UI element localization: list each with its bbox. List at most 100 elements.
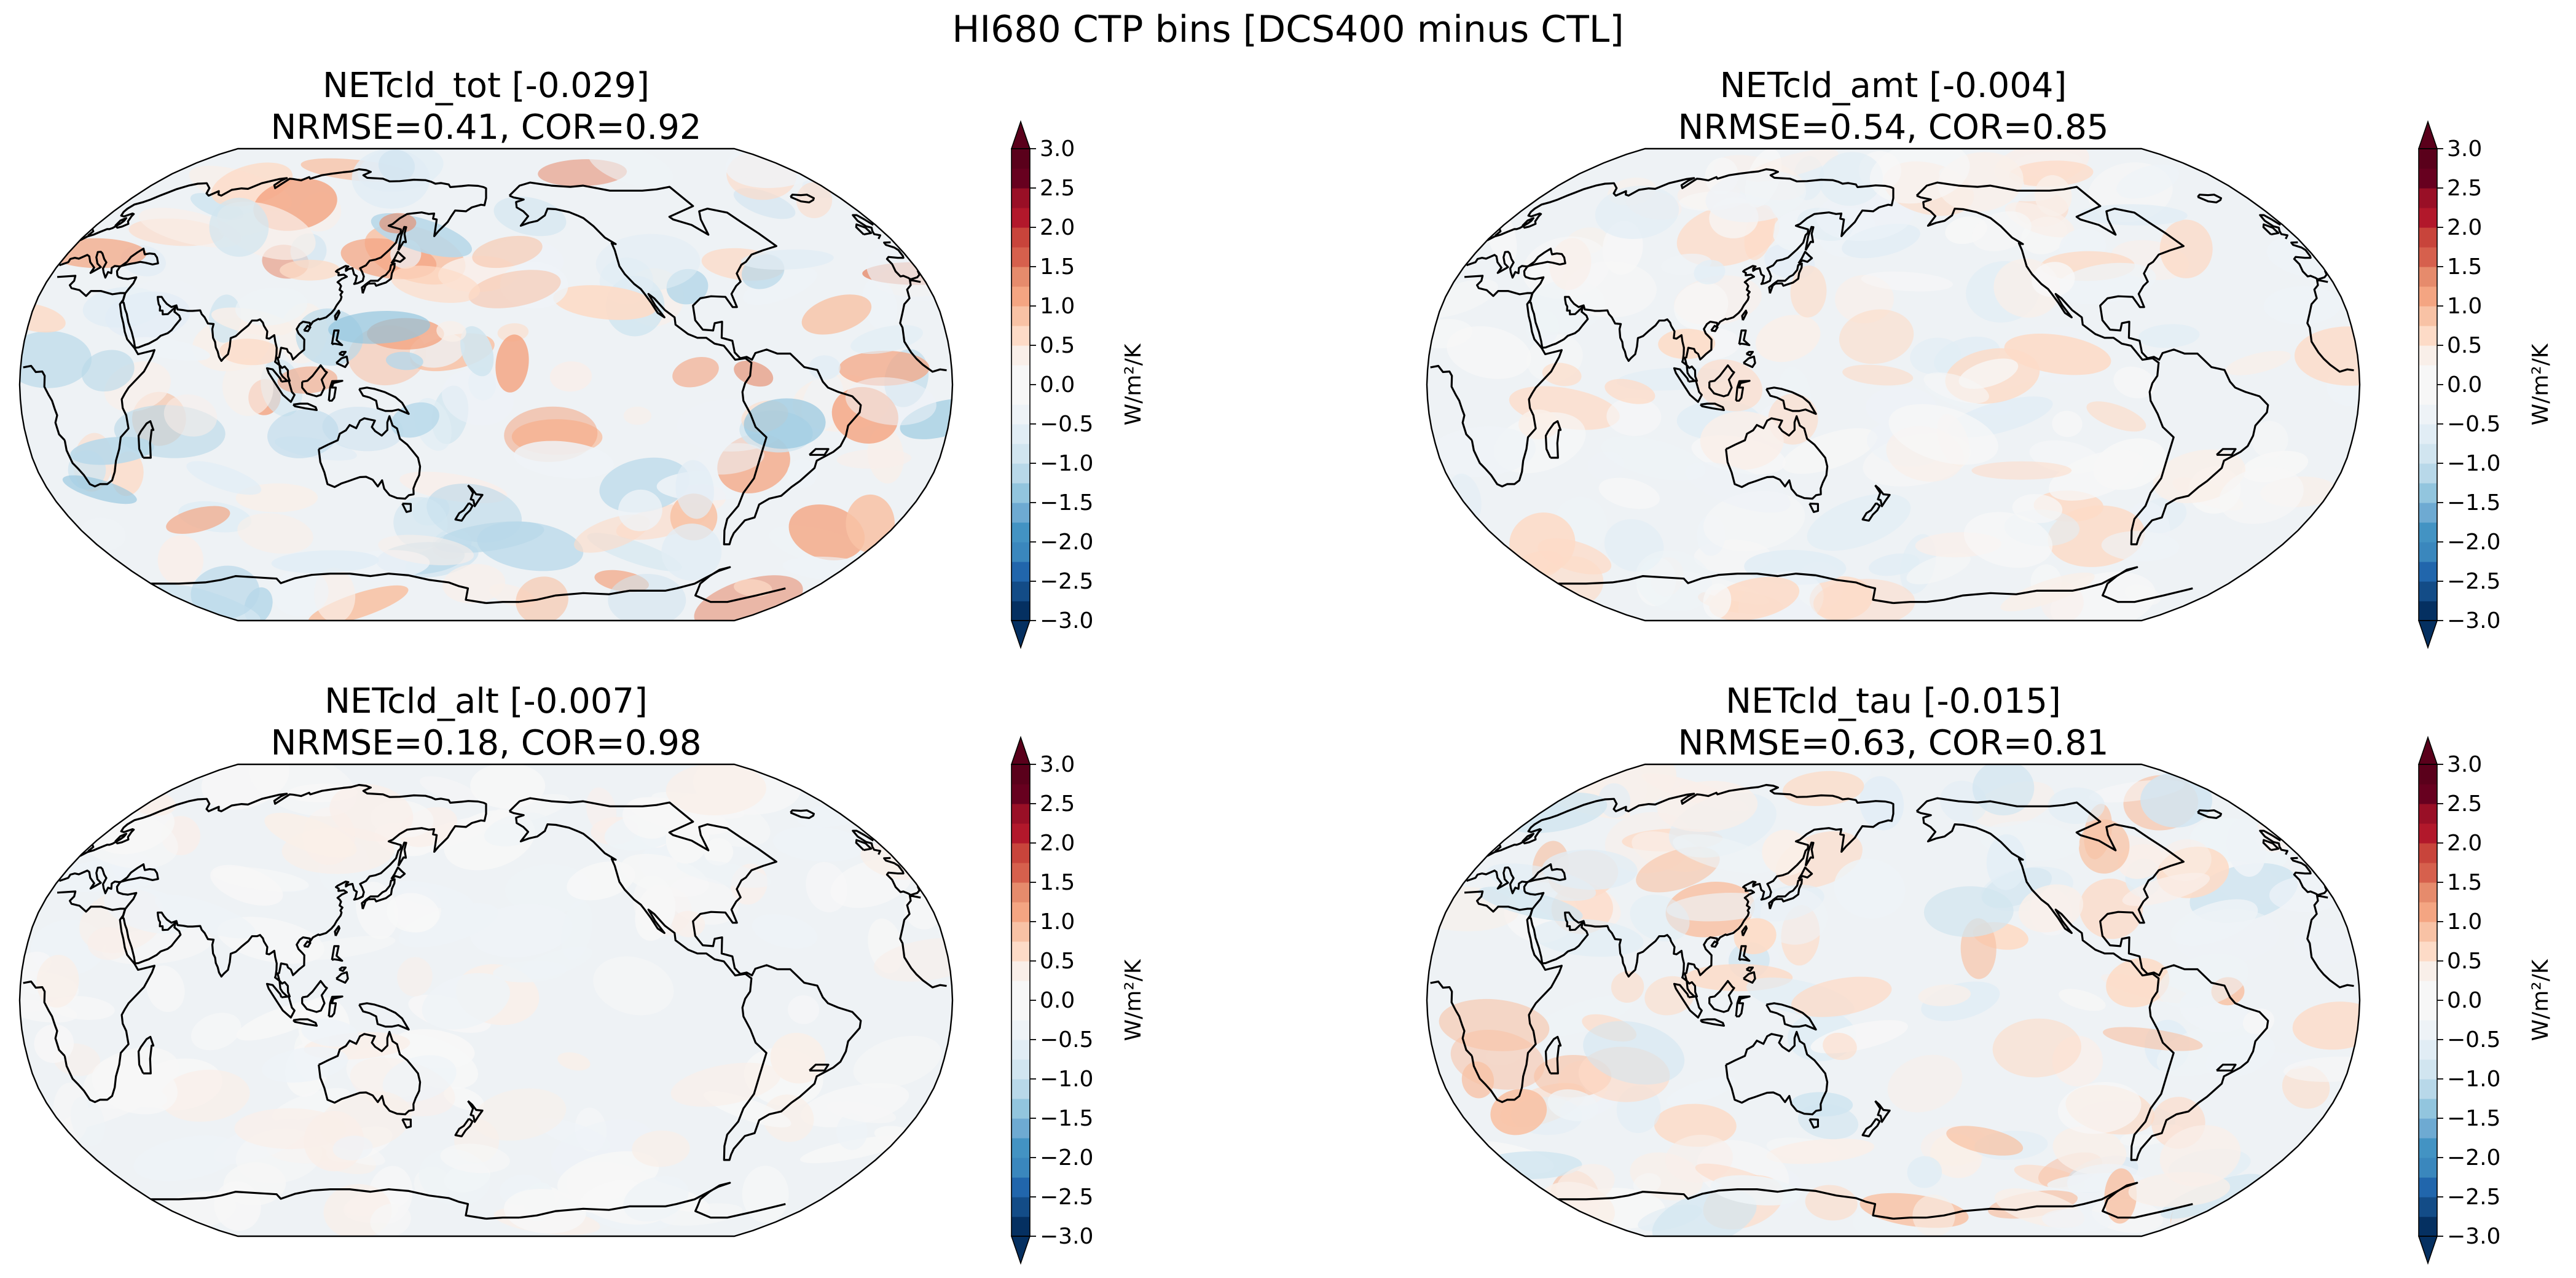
colorbar-tick-label: 0.5 [1040,949,1075,974]
colorbar-tick-label: 3.0 [2447,136,2482,162]
colorbar-segment [1011,601,1030,621]
colorbar-segment [1011,286,1030,307]
colorbar-segment [1011,863,1030,883]
colorbar-segment [1011,1000,1030,1021]
map-border [18,147,954,622]
colorbar-segment [1011,404,1030,425]
colorbar-segment [2419,188,2437,208]
colorbar-segment [2419,882,2437,903]
colorbar-segment [2419,1020,2437,1040]
colorbar-tick-label: −2.5 [2447,569,2500,594]
colorbar-tick-label: 0.0 [1040,988,1075,1013]
colorbar-segment [1011,902,1030,922]
panel-stats: NRMSE=0.54, COR=0.85 [1678,108,2109,147]
colorbar-segment [1011,463,1030,484]
colorbar-label: W/m²/K [2528,959,2553,1041]
colorbar-segment [1011,1079,1030,1099]
colorbar-segment [2419,208,2437,228]
colorbar-segment [2419,981,2437,1001]
panel-title: NETcld_alt [-0.007] [324,681,648,721]
colorbar-segment [1011,843,1030,863]
colorbar-tick-label: −2.0 [2447,1145,2500,1170]
colorbar: 3.0 2.5 2.0 1.5 1.0 0.5 0.0 −0.5 −1.0 −1.5 −2.0 −2.… [2417,735,2553,1265]
colorbar-tick-label: −2.5 [1040,569,1093,594]
colorbar-tick-label: 3.0 [1040,136,1075,162]
colorbar: 3.0 2.5 2.0 1.5 1.0 0.5 0.0 −0.5 −1.0 −1.5 −2.0 −2.… [2417,120,2553,649]
colorbar-segment [2419,1079,2437,1099]
colorbar-segment [2419,863,2437,883]
colorbar-tick-label: 2.0 [1040,831,1075,856]
panel-title: NETcld_tau [-0.015] [1726,681,2061,721]
colorbar-segment [1011,1020,1030,1040]
colorbar-segment [1011,922,1030,942]
colorbar-segment [1011,208,1030,228]
colorbar-segment [1011,562,1030,582]
colorbar: 3.0 2.5 2.0 1.5 1.0 0.5 0.0 −0.5 −1.0 −1.5 −2.0 −2.… [1010,735,1146,1265]
colorbar-tick-label: 2.0 [1040,215,1075,240]
coastlines [23,783,947,1220]
colorbar-segment [1011,1118,1030,1139]
colorbar-segment [1011,1177,1030,1198]
colorbar-segment [2419,404,2437,425]
colorbar-segment [1011,542,1030,562]
colorbar-tick-label: 1.5 [2447,254,2482,280]
colorbar-segment [1011,483,1030,503]
colorbar-segment [2419,385,2437,405]
colorbar-segment [2419,581,2437,602]
map-border [18,763,954,1237]
coastlines [1430,168,2354,605]
colorbar-tick-label: 3.0 [1040,752,1075,777]
colorbar-segment [1011,961,1030,981]
colorbar-segment [1011,823,1030,844]
colorbar-tick-label: −1.5 [2447,490,2500,516]
colorbar-segment [2419,1197,2437,1217]
colorbar-tick-label: 2.5 [2447,176,2482,201]
colorbar-segment [1011,1099,1030,1119]
colorbar-segment [2419,941,2437,962]
colorbar-segment [2419,444,2437,464]
colorbar-segment [1011,503,1030,523]
panel-stats: NRMSE=0.63, COR=0.81 [1678,723,2109,763]
colorbar-segment [1011,444,1030,464]
colorbar-segment [2419,1138,2437,1158]
colorbar-tick-label: −3.0 [1040,1224,1093,1249]
colorbar-segment [1011,1138,1030,1158]
colorbar-segment [1011,1059,1030,1080]
panel-stats: NRMSE=0.18, COR=0.98 [271,723,702,763]
colorbar-segment [2419,922,2437,942]
colorbar-tick-label: −2.5 [1040,1185,1093,1210]
colorbar-segment [2419,1000,2437,1021]
map-border [1426,763,2361,1237]
colorbar-segment [1011,1217,1030,1237]
colorbar-tick-label: 0.0 [1040,372,1075,398]
colorbar-segment [1011,581,1030,602]
colorbar-tick-label: −2.5 [2447,1185,2500,1210]
colorbar-segment [2419,961,2437,981]
colorbar-segment [2419,149,2437,169]
map-border [1426,147,2361,622]
colorbar-segment [2419,764,2437,785]
panel-NETcld_tau: NETcld_tau [-0.015]NRMSE=0.63, COR=0.81 3… [1426,681,2553,1265]
colorbar-segment [2419,542,2437,562]
colorbar-segment [1011,267,1030,287]
colorbar-tick-label: −2.0 [2447,530,2500,555]
colorbar-tick-label: −0.5 [2447,1027,2500,1053]
colorbar-tick-label: −1.0 [2447,1067,2500,1092]
colorbar-tick-label: −1.0 [2447,451,2500,476]
colorbar-segment [2419,522,2437,543]
colorbar-segment [2419,1040,2437,1060]
colorbar-segment [2419,1099,2437,1119]
colorbar-segment [2419,562,2437,582]
colorbar-segment [2419,1177,2437,1198]
colorbar: 3.0 2.5 2.0 1.5 1.0 0.5 0.0 −0.5 −1.0 −1.5 −2.0 −2.… [1010,120,1146,649]
colorbar-segment [2419,168,2437,189]
map-NETcld_tau [1427,764,2360,1236]
colorbar-segment [1011,1158,1030,1178]
colorbar-label: W/m²/K [1121,343,1146,425]
colorbar-tick-label: 1.0 [2447,909,2482,935]
colorbar-segment [1011,227,1030,248]
colorbar-segment [1011,981,1030,1001]
colorbar-segment [1011,522,1030,543]
colorbar-tick-label: −2.0 [1040,1145,1093,1170]
colorbar-tick-label: 2.5 [1040,791,1075,817]
